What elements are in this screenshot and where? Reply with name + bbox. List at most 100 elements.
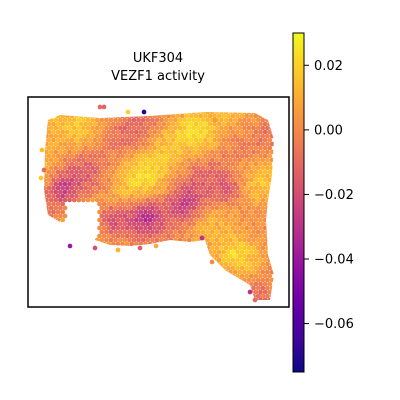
spot xyxy=(230,249,236,255)
spot xyxy=(168,197,174,203)
spot xyxy=(62,149,68,155)
spot xyxy=(170,129,176,135)
spot xyxy=(58,112,63,115)
spot xyxy=(168,237,174,243)
spot xyxy=(221,185,227,191)
spot xyxy=(184,153,190,159)
spot xyxy=(242,261,247,267)
spot xyxy=(115,185,121,191)
spot xyxy=(255,133,261,139)
spot xyxy=(186,157,192,163)
spot xyxy=(166,241,171,247)
spot xyxy=(69,193,75,199)
spot xyxy=(253,113,259,119)
spot xyxy=(182,237,187,243)
spot xyxy=(223,245,229,251)
spot xyxy=(237,197,243,203)
spot xyxy=(161,241,167,247)
spot xyxy=(55,169,61,175)
spot xyxy=(99,141,105,147)
spot xyxy=(196,157,201,163)
spot xyxy=(235,185,240,191)
spot xyxy=(143,145,148,151)
spot xyxy=(163,141,169,147)
spot xyxy=(74,137,79,143)
spot xyxy=(258,113,263,119)
spot xyxy=(265,149,270,155)
spot xyxy=(74,185,79,191)
spot xyxy=(85,117,91,123)
spot xyxy=(205,253,210,259)
spot xyxy=(186,133,192,139)
spot xyxy=(175,169,181,175)
spot xyxy=(189,113,194,119)
spot xyxy=(260,205,266,211)
spot xyxy=(214,237,220,243)
spot xyxy=(94,117,100,123)
spot xyxy=(221,225,227,231)
spot xyxy=(237,181,243,187)
spot xyxy=(94,112,100,115)
spot xyxy=(182,112,187,115)
spot xyxy=(267,265,273,271)
spot xyxy=(258,193,263,199)
spot xyxy=(113,117,118,123)
spot xyxy=(239,201,245,207)
spot xyxy=(101,201,107,207)
spot xyxy=(173,157,178,163)
spot xyxy=(51,209,56,215)
spot xyxy=(58,141,63,147)
spot xyxy=(212,233,217,239)
spot xyxy=(209,221,215,227)
spot xyxy=(108,197,114,203)
spot xyxy=(138,209,144,215)
spot xyxy=(117,141,123,147)
spot xyxy=(159,125,164,131)
spot xyxy=(60,129,66,135)
spot xyxy=(122,157,128,163)
spot xyxy=(106,121,112,127)
spot xyxy=(253,241,259,247)
spot xyxy=(186,221,192,227)
spot xyxy=(265,253,270,259)
spot xyxy=(251,285,256,291)
spot xyxy=(198,193,204,199)
spot xyxy=(219,117,224,123)
spot xyxy=(143,201,148,207)
spot xyxy=(94,197,100,203)
spot xyxy=(67,117,72,123)
spot xyxy=(99,181,105,187)
spot xyxy=(202,249,208,255)
spot xyxy=(202,201,208,207)
spot xyxy=(145,237,151,243)
spot xyxy=(232,237,238,243)
spot xyxy=(228,221,233,227)
spot xyxy=(193,209,199,215)
spot xyxy=(184,233,190,239)
spot xyxy=(131,112,137,115)
spot xyxy=(216,273,222,279)
spot xyxy=(163,213,169,219)
outlier-spot xyxy=(41,167,47,173)
spot xyxy=(209,141,215,147)
spot xyxy=(244,113,250,119)
spot xyxy=(225,185,231,191)
spot xyxy=(161,233,167,239)
spot xyxy=(265,157,270,163)
spot xyxy=(85,112,91,115)
spot xyxy=(97,225,102,231)
spot xyxy=(246,253,252,259)
spot xyxy=(248,153,254,159)
spot xyxy=(85,157,91,163)
spot xyxy=(90,125,95,131)
spot xyxy=(207,201,213,207)
spot xyxy=(159,141,164,147)
spot xyxy=(198,129,204,135)
spot xyxy=(177,181,183,187)
spot xyxy=(189,169,194,175)
spot xyxy=(71,173,77,179)
spot xyxy=(147,137,153,143)
spot xyxy=(101,145,107,151)
spot xyxy=(138,193,144,199)
spot xyxy=(94,237,100,243)
